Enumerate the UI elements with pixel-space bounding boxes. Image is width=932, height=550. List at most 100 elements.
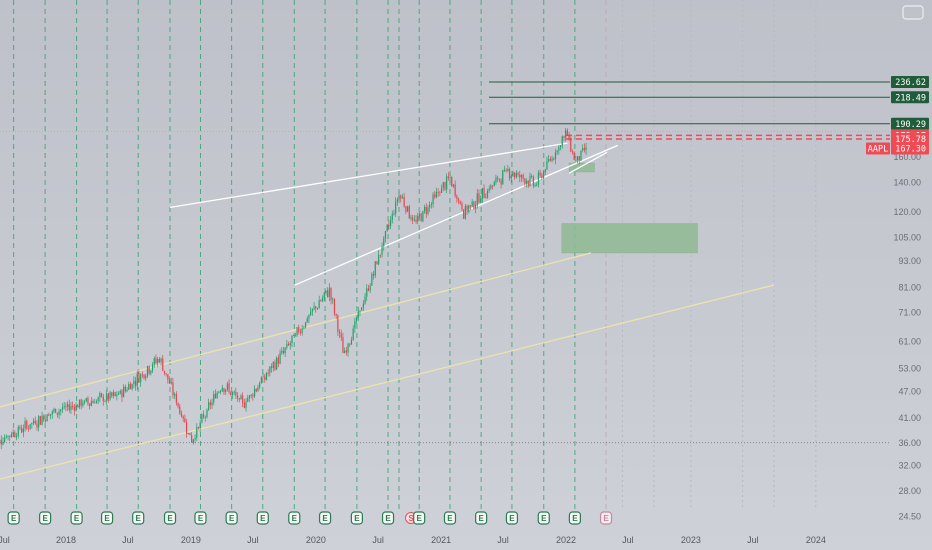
candle-66 (104, 400, 106, 402)
y-tick-1: 28.00 (898, 486, 921, 496)
candle-8 (5, 436, 7, 438)
candle-11 (10, 433, 13, 437)
candle-215 (357, 311, 359, 319)
earnings-marker-14 (413, 511, 426, 525)
candle-202 (335, 314, 337, 316)
candle-169 (279, 352, 281, 364)
candle-333 (558, 147, 560, 151)
earnings-label-11: E (354, 514, 360, 523)
earnings-label-14: E (417, 514, 423, 523)
earnings-marker-7 (225, 511, 238, 525)
candle-348 (583, 148, 585, 151)
candle-200 (332, 299, 334, 300)
earnings-label-3: E (104, 514, 110, 523)
candle-160 (264, 376, 266, 380)
candle-281 (469, 205, 472, 207)
candle-31 (44, 419, 47, 422)
price-tag-1 (891, 91, 929, 104)
y-axis: 24.50 28.00 32.00 36.00 41.00 47.00 53.00 61.00… (893, 152, 921, 522)
candle-303 (507, 169, 509, 171)
candle-295 (493, 181, 495, 187)
candle-104 (168, 379, 171, 384)
candle-51 (78, 399, 81, 408)
candle-161 (265, 372, 268, 380)
candle-189 (313, 306, 315, 309)
candle-186 (308, 315, 310, 319)
candle-179 (296, 327, 298, 336)
chart-settings-icon[interactable] (902, 5, 924, 20)
candle-28 (39, 416, 41, 425)
zone-0 (561, 223, 698, 254)
candle-332 (556, 150, 558, 153)
candle-183 (303, 327, 305, 329)
candle-185 (306, 318, 308, 323)
candle-81 (129, 384, 132, 390)
x-axis: Jul 2018 Jul 2019 Jul 2020 Jul 2021 Jul 2022 Jul 20… (0, 535, 826, 545)
candle-312 (522, 174, 524, 179)
y-tick-10: 93.00 (898, 256, 921, 266)
trendline-channel-lower (0, 284, 775, 480)
candle-319 (534, 184, 536, 186)
candle-92 (148, 366, 150, 374)
candle-269 (449, 177, 451, 179)
candle-114 (185, 422, 188, 434)
candle-289 (483, 188, 485, 198)
candle-223 (371, 273, 373, 286)
candle-187 (310, 311, 312, 316)
candle-225 (374, 261, 376, 276)
candle-204 (338, 331, 341, 334)
candle-219 (364, 296, 366, 304)
x-tick-6: Jul (372, 535, 384, 545)
candle-344 (576, 156, 579, 160)
candle-55 (85, 398, 87, 402)
candle-229 (381, 246, 383, 255)
candle-50 (77, 405, 79, 408)
candle-275 (459, 201, 461, 204)
candle-33 (48, 414, 50, 416)
candle-6 (2, 441, 4, 445)
candle-329 (551, 158, 553, 161)
candle-112 (182, 416, 184, 419)
candle-14 (15, 436, 18, 438)
candle-241 (401, 196, 404, 199)
candle-271 (452, 184, 455, 187)
candle-149 (245, 401, 247, 408)
candle-87 (140, 374, 142, 383)
candle-124 (202, 414, 205, 418)
candle-272 (454, 184, 456, 196)
candle-273 (456, 195, 458, 199)
candle-89 (143, 374, 145, 379)
candle-236 (393, 213, 395, 215)
candle-287 (480, 198, 482, 203)
x-tick-11: 2023 (681, 535, 701, 545)
candle-32 (46, 414, 48, 422)
x-tick-5: 2020 (306, 535, 326, 545)
candle-108 (175, 393, 177, 403)
candle-57 (89, 403, 91, 406)
candle-211 (350, 339, 353, 345)
earnings-label-15: E (447, 514, 453, 523)
candle-62 (97, 397, 99, 402)
price-tag-label-5: 167.30 (895, 144, 926, 154)
candle-259 (432, 194, 434, 205)
candle-302 (505, 170, 507, 171)
candle-12 (12, 432, 14, 434)
candle-296 (495, 177, 497, 182)
candle-61 (95, 401, 98, 403)
candle-150 (247, 397, 249, 402)
candle-59 (92, 401, 94, 404)
x-tick-9: 2022 (556, 535, 576, 545)
candle-152 (250, 394, 252, 396)
candle-151 (248, 395, 251, 398)
candle-327 (548, 159, 550, 162)
y-tick-8: 71.00 (898, 308, 921, 318)
candle-191 (316, 308, 319, 310)
candle-237 (395, 201, 397, 214)
candle-94 (151, 364, 154, 371)
candle-231 (384, 230, 387, 239)
earnings-label-18: E (541, 514, 547, 523)
candle-119 (194, 437, 196, 440)
candle-346 (580, 150, 582, 161)
